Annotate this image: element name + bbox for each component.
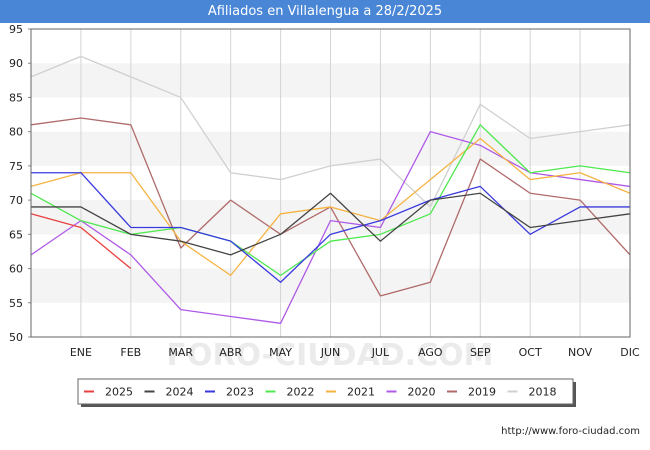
watermark: FORO-CIUDAD.COM — [167, 338, 494, 373]
series-line-2023 — [31, 172, 630, 283]
y-tick-label: 90 — [9, 57, 23, 70]
y-tick-label: 80 — [9, 126, 23, 139]
legend-label-2025: 2025 — [105, 386, 133, 399]
x-tick-label: DIC — [620, 346, 640, 359]
source-url: http://www.foro-ciudad.com — [501, 426, 640, 437]
y-tick-label: 50 — [9, 331, 23, 344]
y-tick-label: 70 — [9, 194, 23, 207]
y-tick-label: 85 — [9, 91, 23, 104]
series-line-2025 — [30, 213, 132, 270]
legend-label-2020: 2020 — [408, 386, 436, 399]
legend-label-2024: 2024 — [166, 386, 194, 399]
x-tick-label: FEB — [120, 346, 141, 359]
x-tick-label: ABR — [219, 346, 242, 359]
x-tick-label: ENE — [70, 346, 92, 359]
x-tick-label: NOV — [568, 346, 593, 359]
y-tick-label: 95 — [9, 23, 23, 36]
y-tick-label: 65 — [9, 228, 23, 241]
legend-label-2023: 2023 — [226, 386, 254, 399]
chart-title: Afiliados en Villalengua a 28/2/2025 — [0, 0, 650, 23]
series-line-2018 — [30, 55, 631, 208]
x-tick-label: OCT — [519, 346, 542, 359]
series-line-2024 — [31, 192, 631, 256]
plot-frame — [30, 28, 631, 338]
y-tick-label: 55 — [9, 297, 23, 310]
x-tick-label: JUN — [320, 346, 341, 359]
y-tick-label: 75 — [9, 160, 23, 173]
legend-label-2021: 2021 — [347, 386, 375, 399]
x-tick-label: SEP — [470, 346, 491, 359]
legend-label-2019: 2019 — [468, 386, 496, 399]
legend-label-2018: 2018 — [529, 386, 557, 399]
x-tick-label: MAR — [168, 346, 193, 359]
series-line-2021 — [30, 137, 631, 277]
legend-box — [77, 378, 574, 405]
x-tick-label: AGO — [418, 346, 443, 359]
y-tick-label: 60 — [9, 263, 23, 276]
legend-label-2022: 2022 — [287, 386, 315, 399]
x-tick-label: JUL — [371, 346, 390, 359]
x-tick-label: MAY — [269, 346, 292, 359]
